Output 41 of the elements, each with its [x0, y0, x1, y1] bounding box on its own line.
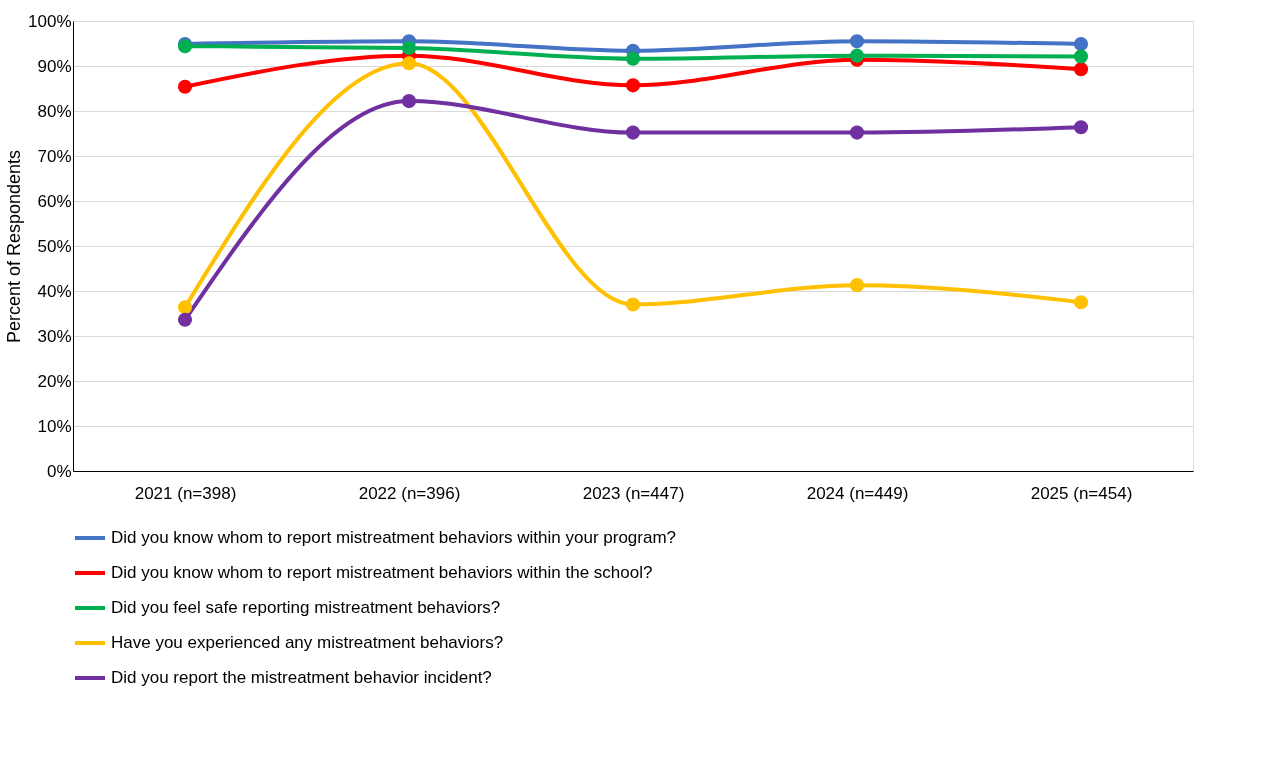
point [625, 51, 641, 66]
y-tick-label: 0% [46, 461, 72, 481]
x-tick-label: 2024 (n=449) [806, 483, 909, 503]
point [625, 297, 641, 312]
point [1073, 49, 1089, 64]
legend-label: Have you experienced any mistreatment behaviors? [111, 633, 504, 652]
point [401, 94, 417, 109]
point [401, 40, 417, 56]
x-tick-label: 2022 (n=396) [358, 483, 461, 503]
y-tick-label: 60% [37, 191, 72, 211]
legend-label: Did you feel safe reporting mistreatment behaviors? [111, 598, 501, 617]
y-axis-title: Percent of Respondents [4, 149, 25, 344]
point [177, 312, 193, 327]
x-tick-label: 2023 (n=447) [582, 483, 685, 503]
y-tick-label: 50% [37, 236, 72, 256]
y-tick-label: 10% [37, 416, 72, 436]
x-tick-label: 2021 (n=398) [134, 483, 237, 503]
y-tick-label: 80% [37, 101, 72, 121]
point [849, 48, 865, 63]
point [1073, 120, 1089, 135]
y-tick-label: 90% [37, 56, 72, 76]
point [849, 125, 865, 140]
point [1073, 36, 1089, 52]
point [849, 34, 865, 49]
point [401, 56, 417, 71]
y-tick-label: 40% [37, 281, 72, 301]
point [1073, 62, 1089, 77]
y-tick-label: 20% [37, 371, 72, 391]
point [625, 125, 641, 140]
y-tick-label: 30% [37, 326, 72, 346]
legend-label: Did you report the mistreatment behavior incident? [111, 668, 492, 687]
point [625, 78, 641, 93]
point [177, 79, 193, 94]
point [1073, 295, 1089, 310]
legend-label: Did you know whom to report mistreatment behaviors within the school? [111, 563, 653, 582]
point [177, 300, 193, 315]
point [849, 278, 865, 293]
y-tick-label: 70% [37, 146, 72, 166]
legend-label: Did you know whom to report mistreatment behaviors within your program? [111, 528, 677, 547]
y-tick-label: 100% [28, 11, 72, 31]
x-tick-label: 2025 (n=454) [1030, 483, 1133, 503]
